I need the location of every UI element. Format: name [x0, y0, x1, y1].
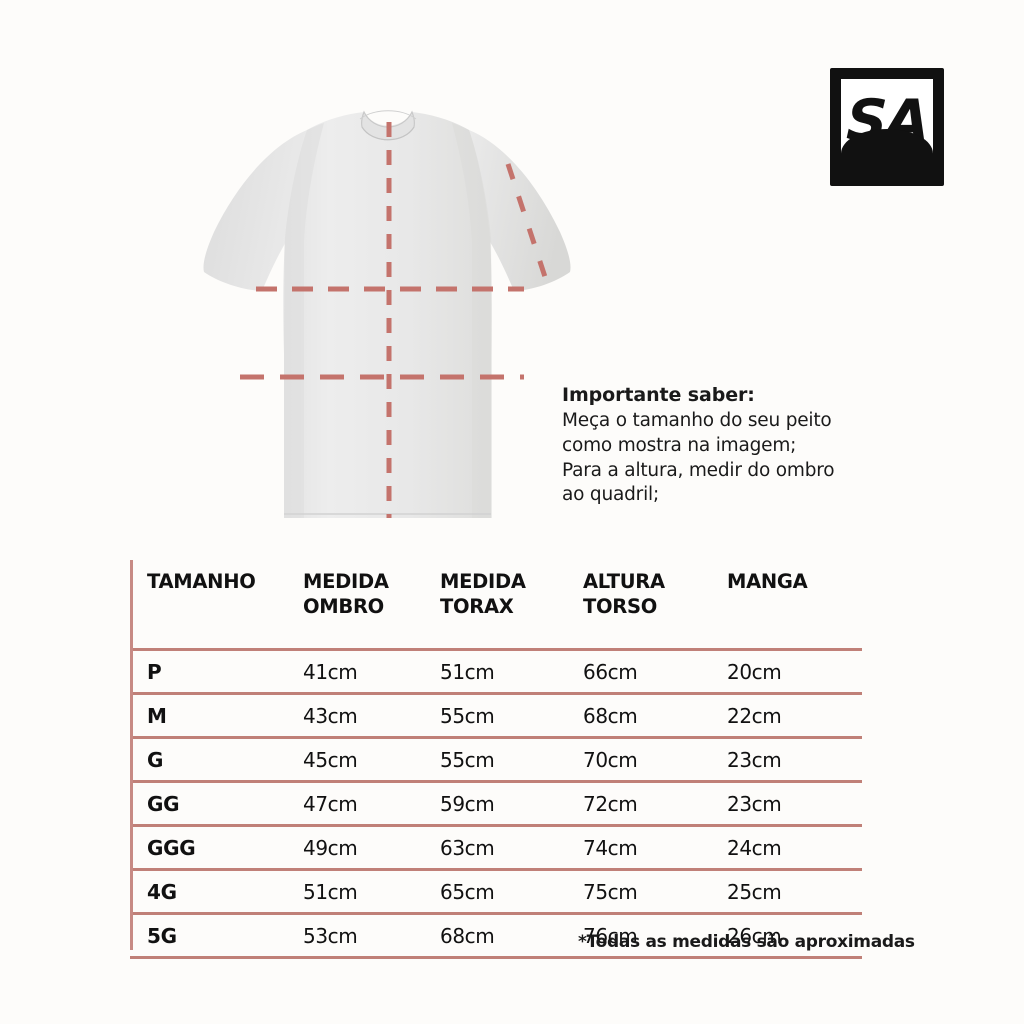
column-header-altura-torso-line2: TORSO [583, 594, 658, 618]
table-row: GGG 49cm 63cm 74cm 24cm [130, 827, 862, 868]
cell-torax: 68cm [440, 923, 495, 948]
cell-torax: 65cm [440, 879, 495, 904]
table-left-border [130, 560, 133, 950]
table-row: G 45cm 55cm 70cm 23cm [130, 739, 862, 780]
table-row: 4G 51cm 65cm 75cm 25cm [130, 871, 862, 912]
sleeve-guide-line [505, 163, 551, 287]
cell-manga: 22cm [727, 703, 782, 728]
table-row: GG 47cm 59cm 72cm 23cm [130, 783, 862, 824]
cell-manga: 24cm [727, 835, 782, 860]
table-row: 5G 53cm 68cm 76cm 26cm [130, 915, 862, 956]
cell-manga: 23cm [727, 791, 782, 816]
table-rule [130, 868, 862, 871]
cell-torax: 55cm [440, 747, 495, 772]
info-line-1: Meça o tamanho do seu peito [562, 410, 832, 431]
column-header-medida-ombro-line1: MEDIDA [303, 570, 389, 593]
cell-ombro: 45cm [303, 747, 358, 772]
table-rule [130, 780, 862, 783]
info-title: Importante saber: [562, 384, 755, 406]
cell-ombro: 41cm [303, 659, 358, 684]
size-label: GGG [147, 835, 196, 860]
size-label: 5G [147, 923, 177, 948]
column-header-altura-torso-line1: ALTURA [583, 570, 665, 593]
body-shading-left [284, 123, 324, 518]
size-label: P [147, 659, 162, 684]
table-row: P 41cm 51cm 66cm 20cm [130, 651, 862, 692]
cell-altura: 72cm [583, 791, 638, 816]
size-label: GG [147, 791, 180, 816]
cell-altura: 74cm [583, 835, 638, 860]
column-header-manga-line1: MANGA [727, 570, 808, 593]
size-label: G [147, 747, 164, 772]
cell-ombro: 51cm [303, 879, 358, 904]
tshirt-illustration [203, 110, 571, 518]
cell-manga: 25cm [727, 879, 782, 904]
measurements-footnote: *Todas as medidas são aproximadas [578, 932, 915, 952]
column-header-medida-torax-line2: TORAX [440, 594, 514, 618]
cell-altura: 75cm [583, 879, 638, 904]
shirt-body [283, 112, 492, 518]
cell-altura: 66cm [583, 659, 638, 684]
cell-manga: 23cm [727, 747, 782, 772]
size-chart-table: TAMANHO MEDIDA OMBRO MEDIDA TORAX ALTURA… [130, 560, 862, 959]
important-info-block: Importante saber: Meça o tamanho do seu … [562, 384, 902, 508]
logo-arch-shape [841, 129, 933, 175]
tshirt-measurement-diagram [178, 86, 598, 526]
cell-torax: 63cm [440, 835, 495, 860]
table-rule [130, 824, 862, 827]
table-rule [130, 648, 862, 651]
cell-ombro: 53cm [303, 923, 358, 948]
column-header-medida-torax-line1: MEDIDA [440, 570, 526, 593]
body-shading-right [452, 123, 492, 518]
table-rule [130, 692, 862, 695]
info-line-3: Para a altura, medir do ombro [562, 459, 835, 481]
cell-altura: 68cm [583, 703, 638, 728]
cell-ombro: 43cm [303, 703, 358, 728]
column-header-medida-torax: MEDIDA TORAX [440, 570, 583, 620]
right-sleeve [469, 130, 571, 291]
table-rule [130, 956, 862, 959]
table-rule [130, 912, 862, 915]
cell-torax: 59cm [440, 791, 495, 816]
column-header-manga: MANGA [727, 570, 862, 595]
cell-ombro: 47cm [303, 791, 358, 816]
size-label: 4G [147, 879, 177, 904]
column-header-tamanho: TAMANHO [130, 570, 303, 595]
cell-altura: 76cm [583, 923, 638, 948]
cell-manga: 26cm [727, 923, 782, 948]
column-header-tamanho-line1: TAMANHO [147, 570, 256, 593]
cell-manga: 20cm [727, 659, 782, 684]
column-header-altura-torso: ALTURA TORSO [583, 570, 727, 620]
column-header-medida-ombro: MEDIDA OMBRO [303, 570, 440, 620]
logo-inner-panel: SA [841, 79, 933, 175]
table-row: M 43cm 55cm 68cm 22cm [130, 695, 862, 736]
table-header-row: TAMANHO MEDIDA OMBRO MEDIDA TORAX ALTURA… [130, 560, 862, 648]
cell-torax: 51cm [440, 659, 495, 684]
info-line-4: ao quadril; [562, 484, 660, 506]
sa-brand-logo: SA [830, 68, 944, 186]
cell-torax: 55cm [440, 703, 495, 728]
cell-altura: 70cm [583, 747, 638, 772]
collar-inner-seam [361, 126, 415, 141]
cell-ombro: 49cm [303, 835, 358, 860]
table-rule [130, 736, 862, 739]
column-header-medida-ombro-line2: OMBRO [303, 594, 384, 618]
collar-top-edge [359, 110, 417, 120]
size-label: M [147, 703, 167, 728]
left-sleeve [203, 130, 307, 291]
info-line-2: como mostra na imagem; [562, 434, 797, 456]
